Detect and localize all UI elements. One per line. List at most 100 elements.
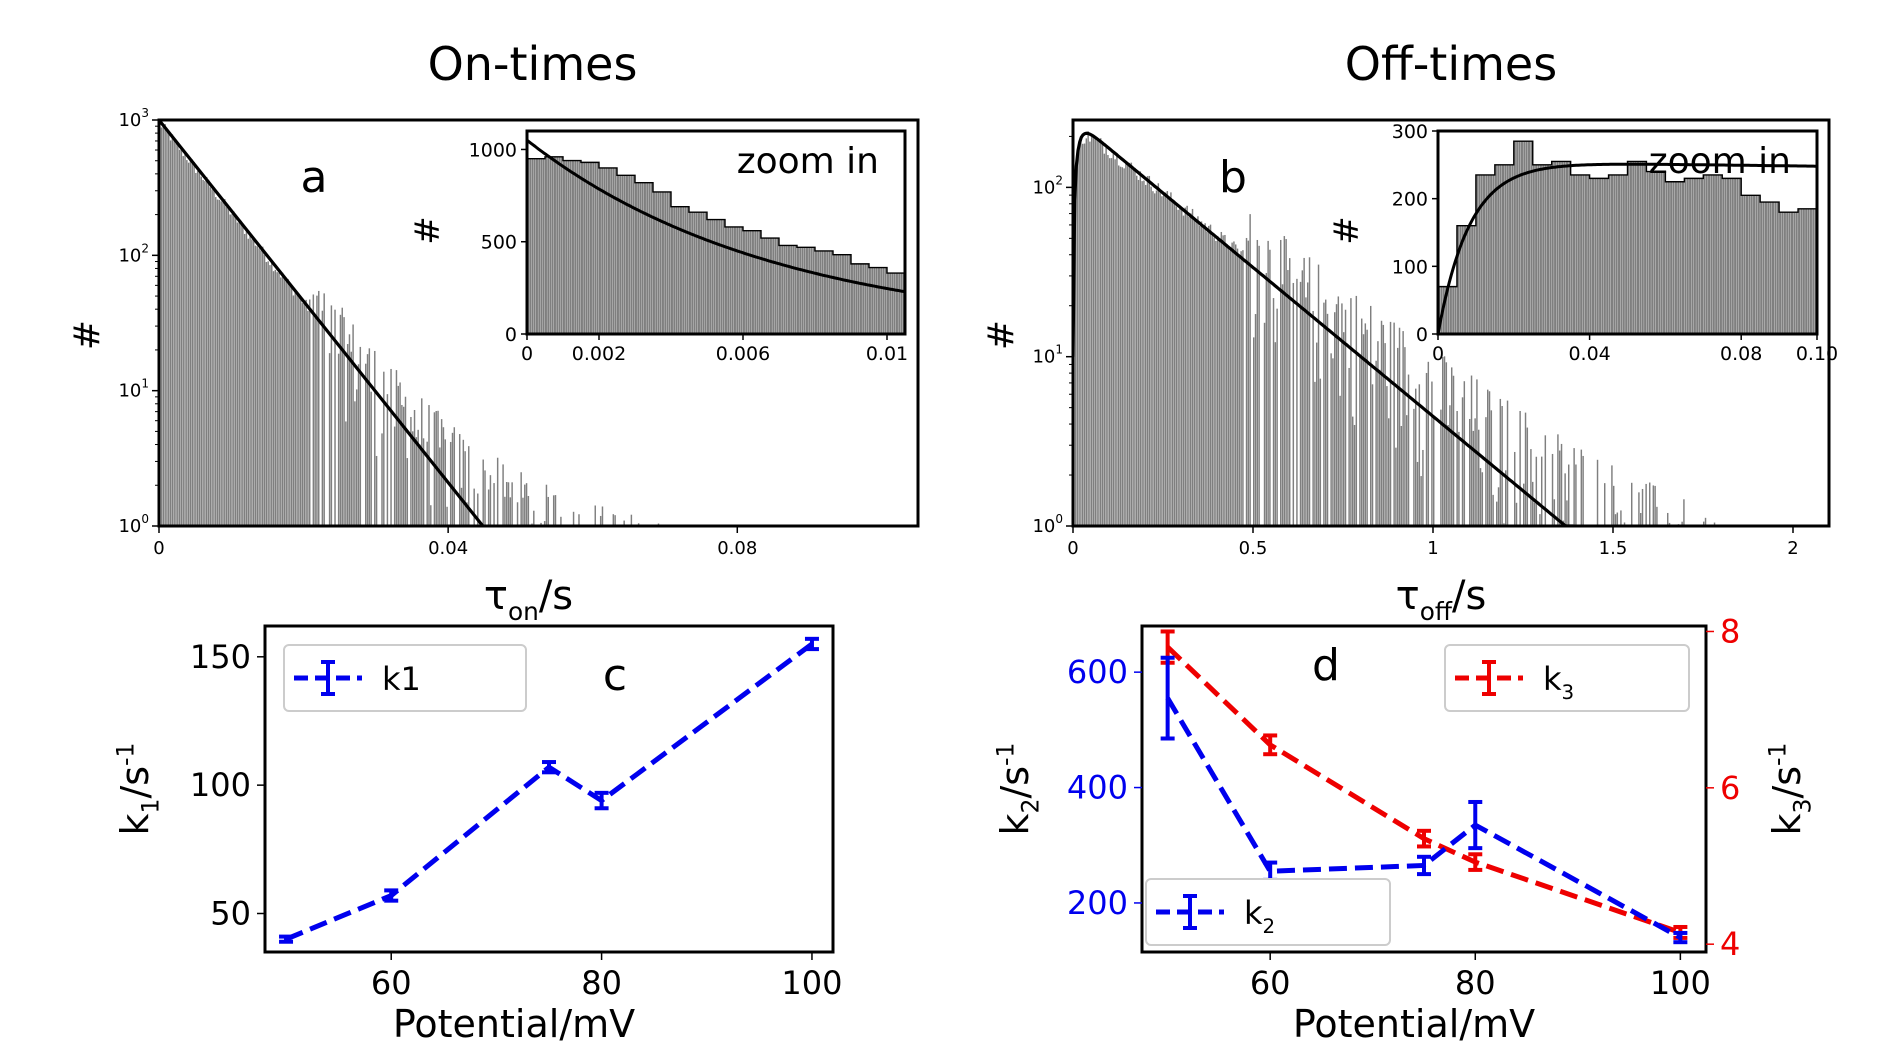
- inset-bar: [1679, 181, 1682, 334]
- inset-y-tick-label: 1000: [469, 139, 517, 161]
- histogram-bar: [1458, 431, 1460, 526]
- inset-bar: [1696, 178, 1699, 334]
- histogram-bar: [1479, 468, 1482, 526]
- histogram-bar: [1533, 502, 1536, 526]
- x-tick-label: 0: [153, 538, 164, 559]
- inset-bar: [785, 245, 788, 334]
- histogram-bar: [614, 515, 616, 526]
- inset-bar: [632, 175, 635, 334]
- histogram-bar: [1307, 282, 1309, 526]
- histogram-bar: [1564, 473, 1566, 526]
- histogram-bar: [202, 179, 204, 526]
- histogram-bar: [296, 294, 298, 526]
- x-tick-label: 0.04: [428, 538, 468, 559]
- histogram-bar: [1121, 167, 1124, 526]
- inset-bar: [536, 158, 538, 334]
- histogram-bar: [477, 493, 479, 526]
- histogram-bar: [1157, 183, 1160, 526]
- histogram-bar: [341, 307, 343, 526]
- histogram-bar: [1371, 384, 1374, 526]
- inset-bar: [790, 245, 793, 334]
- inset-bar: [1471, 225, 1474, 334]
- inset-bar: [574, 160, 577, 334]
- histogram-bar: [318, 290, 320, 526]
- inset-bar: [837, 254, 840, 334]
- inset-bar: [830, 250, 833, 334]
- inset-bar: [682, 206, 685, 334]
- inset-bar: [1475, 174, 1478, 334]
- histogram-bar: [1177, 209, 1179, 526]
- histogram-bar: [572, 511, 575, 526]
- histogram-bar: [1091, 136, 1093, 526]
- histogram-bar: [1152, 191, 1154, 526]
- y-axis-label: #: [981, 320, 1022, 350]
- histogram-bar: [184, 153, 186, 526]
- inset-bar: [1487, 174, 1490, 334]
- histogram-bar: [283, 278, 286, 526]
- histogram-bar: [1316, 342, 1318, 526]
- histogram-bar: [1406, 415, 1408, 526]
- inset-bar: [1513, 141, 1516, 334]
- inset-bar: [567, 160, 570, 334]
- histogram-bar: [540, 522, 542, 526]
- histogram-bar: [312, 294, 315, 526]
- inset-bar: [1511, 164, 1514, 334]
- histogram-bar: [1191, 208, 1194, 526]
- histogram-bar: [1226, 244, 1228, 526]
- inset-bar: [1584, 174, 1587, 334]
- histogram-bar: [404, 396, 407, 526]
- histogram-bar: [1620, 510, 1622, 526]
- histogram-bar: [1551, 453, 1554, 526]
- y2-tick-label: 6: [1720, 769, 1740, 807]
- inset-bar: [1651, 171, 1654, 334]
- inset-bar: [1715, 174, 1718, 334]
- inset-bar: [848, 254, 851, 334]
- inset-bar: [1729, 178, 1732, 334]
- x-axis-label: τon/s: [484, 573, 573, 626]
- inset-bar: [1632, 161, 1635, 334]
- inset-frame: [1436, 129, 1819, 336]
- inset-bar: [891, 273, 894, 334]
- histogram-bar: [451, 432, 454, 526]
- inset-bar: [1535, 164, 1538, 334]
- inset-bar: [1774, 202, 1777, 334]
- histogram-bar: [1544, 435, 1547, 526]
- histogram-bar: [1377, 341, 1379, 526]
- inset-bar: [1520, 141, 1523, 334]
- histogram-bar: [397, 385, 399, 526]
- y-tick-label: 400: [1067, 769, 1128, 807]
- inset-bars: [527, 156, 905, 334]
- histogram-bar: [1267, 240, 1269, 526]
- inset-bar: [761, 238, 763, 334]
- histogram-bar: [164, 124, 166, 526]
- inset-bar: [860, 263, 862, 334]
- histogram-bar: [1418, 384, 1421, 526]
- inset-bar: [1757, 195, 1760, 334]
- inset-bar: [1573, 174, 1576, 334]
- inset-bar: [1459, 225, 1462, 334]
- histogram-bar: [1389, 321, 1392, 526]
- inset-bar: [538, 158, 541, 334]
- histogram-bar: [166, 129, 168, 526]
- histogram-bar: [307, 310, 309, 526]
- inset-bar: [605, 167, 608, 334]
- inset-bar: [844, 254, 847, 334]
- inset-bar: [1788, 212, 1791, 334]
- histogram-bar: [1089, 141, 1091, 526]
- histogram-bar: [290, 285, 293, 526]
- histogram-bar: [1375, 360, 1377, 526]
- inset-bar: [1691, 178, 1694, 334]
- histogram-bar: [213, 187, 215, 526]
- legend-k3-label: k3: [1543, 660, 1574, 704]
- inset-bar: [880, 267, 883, 334]
- histogram-bar: [1427, 361, 1430, 526]
- inset-bar: [864, 263, 867, 334]
- x-axis-label: Potential/mV: [1293, 1002, 1535, 1046]
- histogram-bar: [1145, 184, 1147, 526]
- y-tick-label: 102: [1032, 173, 1063, 198]
- histogram-bar: [1258, 245, 1260, 526]
- inset-bar: [869, 267, 871, 334]
- histogram-bar: [1541, 456, 1543, 526]
- inset-bar: [551, 156, 554, 334]
- inset-bar: [1636, 161, 1640, 334]
